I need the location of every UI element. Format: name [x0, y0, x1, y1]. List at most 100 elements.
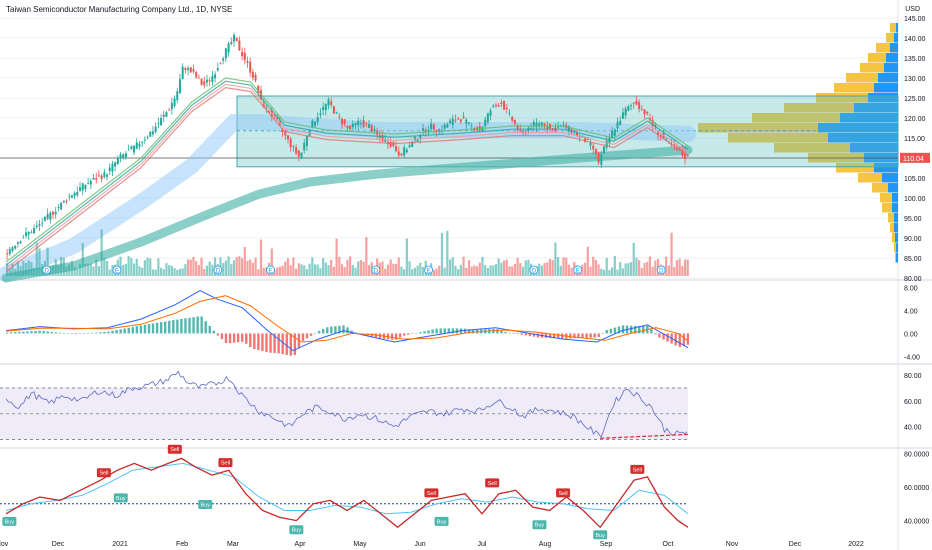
candle-body	[170, 102, 173, 110]
volume-profile-down-bar	[728, 133, 828, 143]
volume-bar	[478, 262, 481, 276]
macd-signal-line	[5, 295, 689, 343]
volume-profile-up-bar	[892, 193, 898, 203]
volume-bar	[173, 268, 176, 276]
volume-bar	[546, 262, 549, 276]
macd-histogram-bar	[54, 332, 58, 334]
price-tick-label: 145.00	[904, 16, 926, 23]
macd-histogram-bar	[30, 331, 33, 334]
volume-bar	[295, 268, 298, 276]
candle-body	[322, 107, 325, 110]
volume-bar	[60, 257, 63, 276]
volume-bar	[616, 269, 619, 276]
volume-bar	[543, 263, 546, 276]
candle-body	[357, 120, 360, 126]
buy-signal-badge	[434, 516, 449, 526]
volume-bar	[254, 257, 257, 276]
volume-bar	[141, 267, 144, 276]
volume-bar	[127, 256, 130, 276]
volume-bar	[554, 242, 557, 276]
ema-line	[5, 86, 689, 273]
volume-bar	[527, 259, 530, 276]
volume-bar	[665, 256, 668, 276]
volume-bar	[349, 256, 352, 276]
candle-body	[168, 109, 171, 111]
candle-body	[192, 69, 195, 72]
candle-body	[30, 232, 33, 234]
macd-histogram-bar	[338, 325, 341, 334]
volume-bar	[257, 269, 260, 276]
volume-bar	[557, 256, 560, 276]
candle-body	[127, 149, 130, 151]
macd-histogram-bar	[415, 333, 418, 334]
volume-bar	[521, 266, 525, 276]
ema-ribbon	[5, 77, 689, 273]
candle-body	[254, 75, 257, 81]
volume-bar	[646, 261, 649, 276]
candle-body	[138, 144, 141, 147]
volume-bar	[8, 268, 11, 276]
volume-profile-down-bar	[836, 163, 874, 173]
candle-body	[594, 149, 597, 154]
macd-histogram-bar	[228, 333, 232, 344]
candle-body	[397, 151, 400, 156]
volume-bar	[11, 263, 14, 276]
buy-signal-badge	[198, 500, 213, 510]
candle-body	[389, 141, 392, 147]
ema-line	[5, 80, 689, 266]
volume-bar	[513, 263, 516, 276]
candle-body	[600, 154, 603, 165]
volume-bar	[54, 259, 57, 276]
volume-bar	[208, 261, 211, 276]
candle-body	[611, 130, 614, 138]
macd-histogram-bar	[62, 333, 66, 334]
buy-signal-label: Buy	[292, 528, 302, 534]
candle-body	[459, 119, 462, 122]
macd-histogram-bar	[423, 331, 426, 334]
macd-histogram-bar	[650, 329, 653, 334]
volume-bar	[351, 265, 354, 276]
volume-bar	[502, 260, 506, 276]
volume-bar	[87, 263, 90, 276]
candle-body	[424, 130, 427, 133]
macd-histogram-bar	[398, 333, 402, 338]
candle-body	[497, 104, 500, 107]
volume-profile-up-bar	[854, 103, 898, 113]
macd-histogram-bar	[293, 333, 297, 356]
time-tick-label: Apr	[295, 541, 307, 548]
volume-bar	[457, 269, 460, 276]
candle-body	[6, 253, 9, 255]
candle-body	[316, 117, 319, 123]
volume-bar	[105, 261, 109, 276]
volume-bar	[124, 263, 128, 276]
candle-body	[505, 107, 508, 109]
volume-bar	[332, 266, 336, 276]
ema-line	[5, 83, 689, 269]
candle-body	[22, 237, 25, 239]
candle-body	[511, 116, 514, 121]
volume-bar	[224, 260, 227, 276]
event-marker	[371, 265, 381, 275]
volume-bar	[416, 265, 419, 276]
macd-histogram-bar	[678, 333, 681, 347]
volume-bar	[589, 266, 592, 276]
candle-body	[60, 202, 63, 210]
volume-bar	[465, 267, 468, 276]
volume-bar	[30, 262, 33, 276]
macd-histogram-bar	[609, 328, 613, 334]
volume-bar	[586, 246, 589, 276]
candle-body	[195, 72, 198, 78]
oscillator-pane: Buy Sell Buy Sell Buy Sell Buy Sell Buy Sell Buy Se…	[0, 444, 689, 540]
macd-histogram-bar	[281, 333, 284, 355]
volume-bar	[654, 260, 657, 276]
candle-body	[462, 116, 465, 119]
candle-body	[87, 182, 90, 184]
macd-histogram-bar	[593, 333, 596, 338]
candle-body	[227, 43, 230, 53]
volume-bar	[413, 267, 417, 276]
volume-bar	[608, 269, 611, 276]
volume-profile	[698, 23, 898, 263]
ma-band-light	[0, 114, 696, 282]
volume-profile-down-bar	[858, 173, 882, 183]
